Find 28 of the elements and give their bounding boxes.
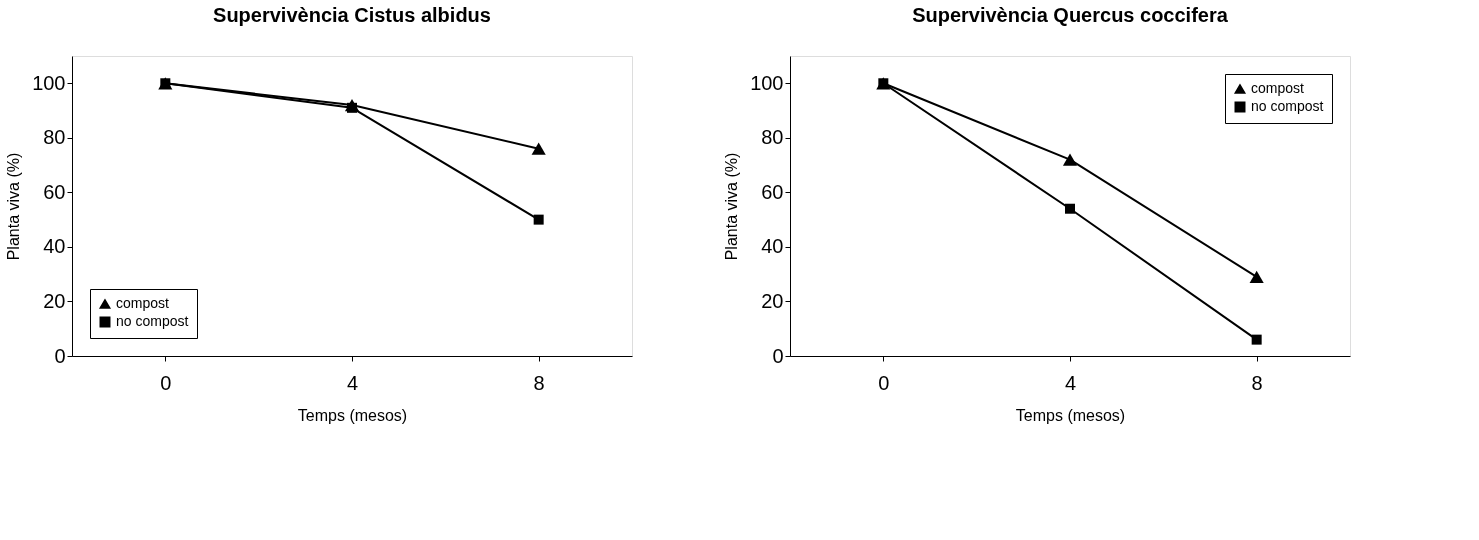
x-axis-title: Temps (mesos)	[1015, 406, 1126, 424]
y-tick-label: 80	[761, 126, 784, 149]
y-tick-label: 60	[761, 180, 784, 203]
y-tick-label: 100	[32, 71, 66, 94]
legend-label: no compost	[1251, 98, 1324, 114]
y-tick-label: 40	[761, 235, 784, 258]
y-tick-label: 80	[43, 126, 66, 149]
x-tick-label: 0	[160, 371, 172, 394]
x-tick-label: 8	[1251, 371, 1263, 394]
chart-title: Supervivència Quercus coccifera	[912, 4, 1229, 26]
y-axis-title: Planta viva (%)	[723, 152, 741, 261]
x-tick-label: 4	[1064, 371, 1077, 394]
y-tick-label: 0	[54, 344, 66, 367]
x-tick-label: 8	[533, 371, 545, 394]
y-tick-label: 0	[772, 344, 784, 367]
y-tick-label: 60	[43, 180, 66, 203]
legend-label: compost	[1251, 80, 1305, 96]
legend-label: compost	[116, 295, 170, 311]
chart-title: Supervivència Cistus albidus	[213, 4, 491, 26]
y-tick-label: 100	[750, 71, 784, 94]
x-tick-label: 4	[346, 371, 359, 394]
y-tick-label: 20	[43, 289, 66, 312]
legend-label: no compost	[116, 313, 189, 329]
y-axis-title: Planta viva (%)	[5, 152, 23, 261]
x-tick-label: 0	[878, 371, 890, 394]
y-tick-label: 20	[761, 289, 784, 312]
x-axis-title: Temps (mesos)	[297, 406, 408, 424]
y-tick-label: 40	[43, 235, 66, 258]
